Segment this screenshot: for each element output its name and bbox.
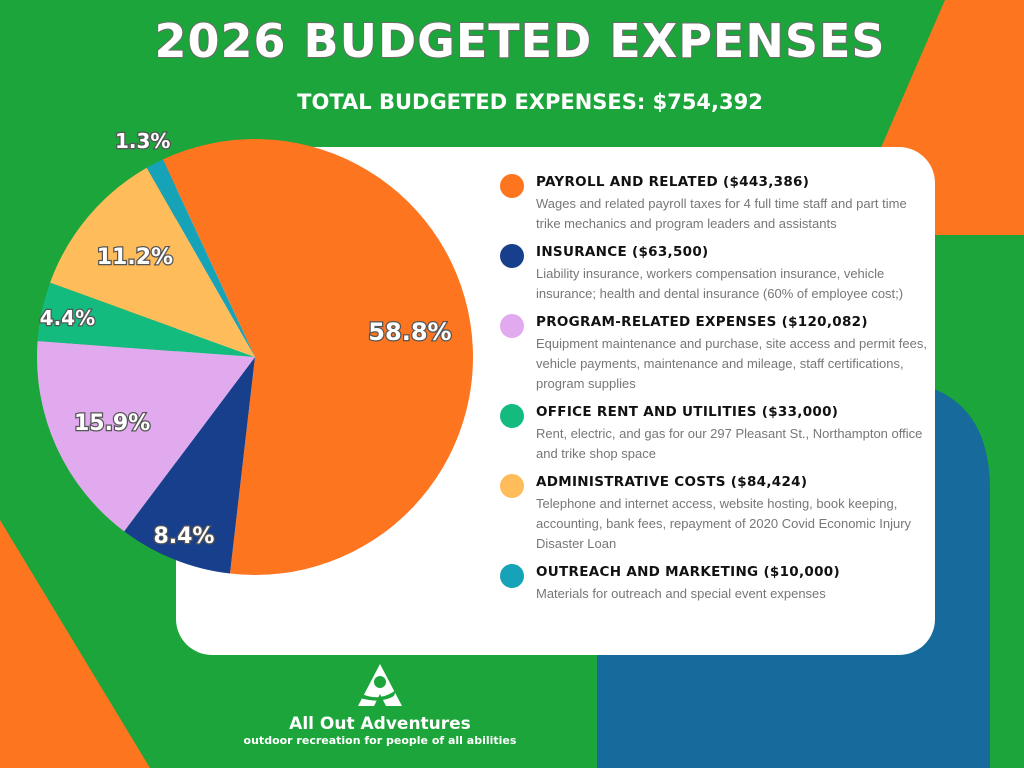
legend-item: OFFICE RENT AND UTILITIES ($33,000) Rent,…	[500, 402, 930, 464]
logo-a-icon	[358, 664, 402, 706]
legend-swatch-icon	[500, 474, 524, 498]
legend-item: PROGRAM-RELATED EXPENSES ($120,082) Equip…	[500, 312, 930, 394]
legend: PAYROLL AND RELATED ($443,386) Wages and …	[500, 172, 930, 612]
legend-title: ADMINISTRATIVE COSTS ($84,424)	[536, 474, 808, 490]
legend-title: OFFICE RENT AND UTILITIES ($33,000)	[536, 404, 839, 420]
legend-swatch-icon	[500, 404, 524, 428]
pie-slice-2	[36, 341, 255, 532]
legend-item: ADMINISTRATIVE COSTS ($84,424) Telephone …	[500, 472, 930, 554]
orange-shape-bottom-left	[0, 520, 150, 768]
legend-description: Equipment maintenance and purchase, site…	[536, 336, 927, 391]
page-title: 2026 BUDGETED EXPENSES	[153, 13, 886, 69]
legend-description: Materials for outreach and special event…	[536, 586, 826, 601]
pie-slice-5	[146, 159, 255, 357]
legend-swatch-icon	[500, 314, 524, 338]
legend-swatch-icon	[500, 564, 524, 588]
pie-label-5: 1.3%	[115, 129, 170, 153]
legend-item: PAYROLL AND RELATED ($443,386) Wages and …	[500, 172, 930, 234]
legend-title: OUTREACH AND MARKETING ($10,000)	[536, 564, 840, 580]
legend-description: Telephone and internet access, website h…	[536, 496, 912, 551]
legend-title: PROGRAM-RELATED EXPENSES ($120,082)	[536, 314, 868, 330]
legend-title: PAYROLL AND RELATED ($443,386)	[536, 174, 810, 190]
logo: All Out Adventures outdoor recreation fo…	[230, 662, 530, 747]
legend-title: INSURANCE ($63,500)	[536, 244, 709, 260]
pie-label-1: 8.4%	[153, 524, 214, 549]
legend-description: Rent, electric, and gas for our 297 Plea…	[536, 426, 923, 461]
legend-description: Liability insurance, workers compensatio…	[536, 266, 904, 301]
pie-label-0: 58.8%	[368, 318, 451, 346]
legend-item: OUTREACH AND MARKETING ($10,000) Material…	[500, 562, 930, 604]
legend-description: Wages and related payroll taxes for 4 fu…	[536, 196, 907, 231]
pie-slice-3	[37, 282, 255, 357]
pie-slice-0	[162, 138, 474, 575]
pie-label-4: 11.2%	[97, 245, 173, 270]
pie-label-2: 15.9%	[74, 411, 150, 436]
legend-item: INSURANCE ($63,500) Liability insurance, …	[500, 242, 930, 304]
legend-swatch-icon	[500, 244, 524, 268]
legend-swatch-icon	[500, 174, 524, 198]
logo-name: All Out Adventures	[289, 714, 471, 734]
total-expenses: TOTAL BUDGETED EXPENSES: $754,392	[297, 90, 763, 114]
pie-slice-1	[124, 357, 255, 574]
pie-slice-4	[50, 167, 256, 357]
logo-tagline: outdoor recreation for people of all abi…	[243, 734, 517, 747]
pie-label-3: 4.4%	[40, 306, 95, 330]
